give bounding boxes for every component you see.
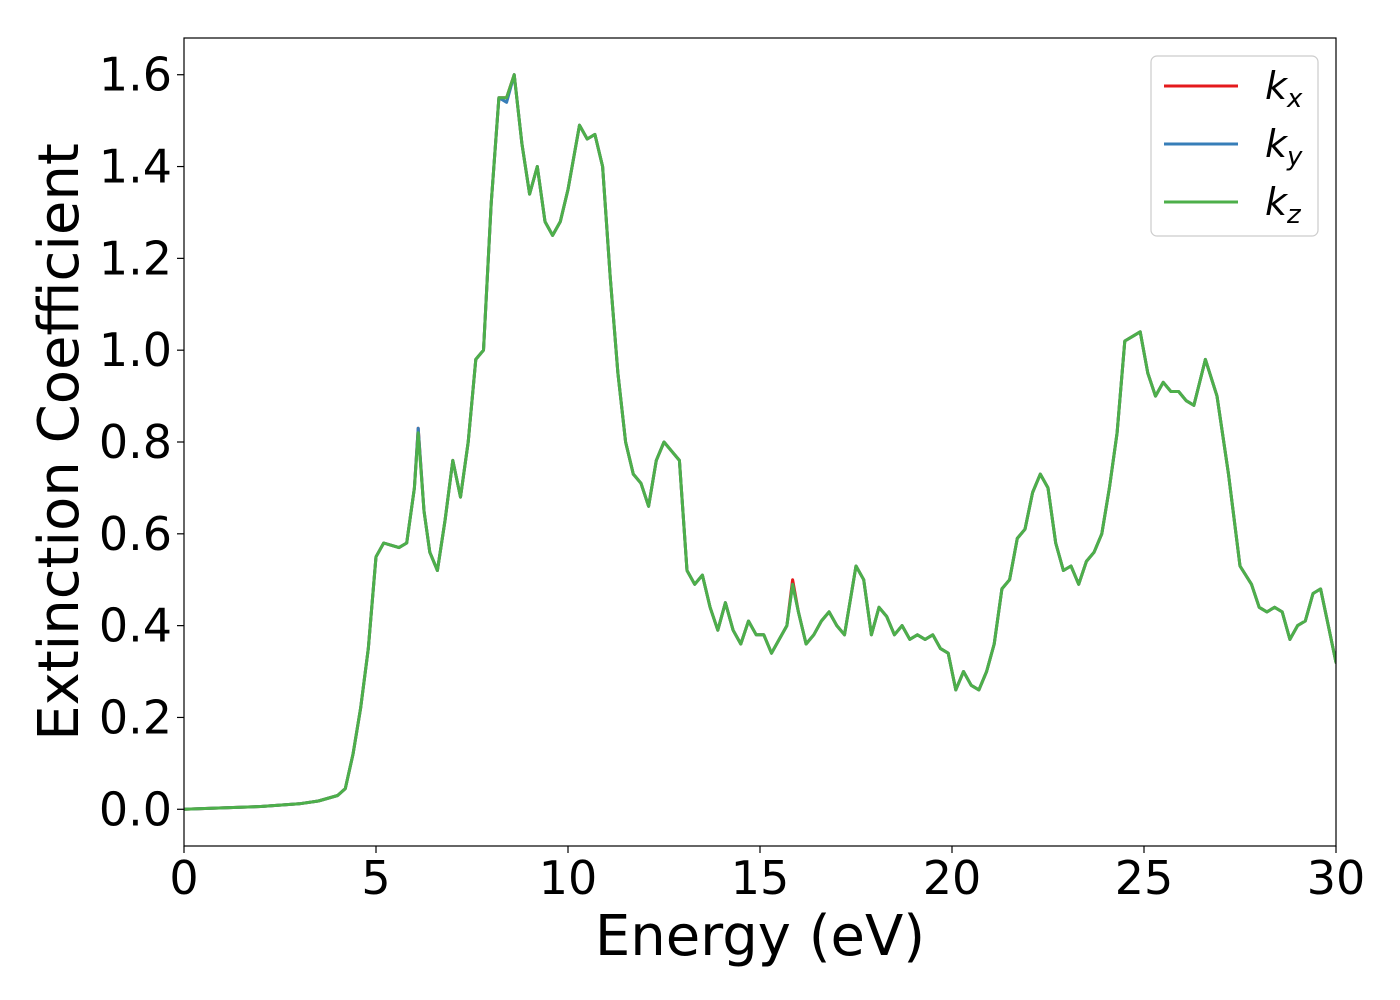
y-axis: 0.0 0.2 0.4 0.6 0.8 1.0 1.2 1.4 1.6 xyxy=(99,48,184,836)
y-tick-label: 0.2 xyxy=(99,690,172,744)
legend-box xyxy=(1150,55,1319,237)
y-tick-label: 1.6 xyxy=(99,48,172,102)
x-tick-label: 20 xyxy=(923,851,982,905)
y-tick-label: 0.6 xyxy=(99,507,172,561)
x-tick-label: 30 xyxy=(1307,851,1366,905)
y-tick-label: 0.8 xyxy=(99,415,172,469)
y-axis-title: Extinction Coefficient xyxy=(27,143,92,741)
x-tick-label: 15 xyxy=(731,851,790,905)
y-tick-label: 0.0 xyxy=(99,782,172,836)
x-tick-label: 25 xyxy=(1115,851,1174,905)
series-layer xyxy=(184,73,1336,811)
y-tick-label: 1.4 xyxy=(99,140,172,194)
y-tick-label: 0.4 xyxy=(99,599,172,653)
y-tick-label: 1.0 xyxy=(99,323,172,377)
x-axis-title: Energy (eV) xyxy=(595,904,925,969)
x-tick-label: 0 xyxy=(169,851,198,905)
x-tick-label: 10 xyxy=(539,851,598,905)
x-axis: 0 5 10 15 20 25 30 xyxy=(169,846,1365,905)
series-line-z xyxy=(184,73,1336,811)
x-tick-label: 5 xyxy=(361,851,390,905)
y-tick-label: 1.2 xyxy=(99,231,172,285)
